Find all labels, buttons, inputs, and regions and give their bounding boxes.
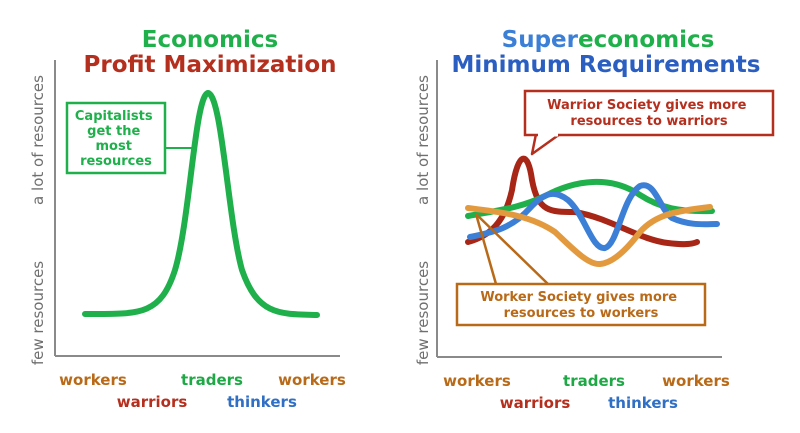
right-series-trader [465, 178, 715, 219]
left-x-tick-workers-1: workers [59, 371, 127, 389]
left-x-tick-thinkers: thinkers [227, 393, 297, 411]
left-annotation-text: Capitalists get the most resources [75, 109, 157, 169]
left-annotation-box [65, 101, 167, 175]
right-title-line1: Supereconomics [502, 27, 715, 53]
left-annotation-line4: resources [80, 154, 152, 169]
warrior-annotation-box [523, 89, 775, 137]
right-ylabel-top: a lot of resources [414, 75, 432, 205]
left-x-tick-warriors: warriors [117, 393, 188, 411]
warrior-annotation-pointer [530, 132, 562, 156]
right-title-super: Super [502, 27, 579, 53]
left-annotation-line2: get the [87, 124, 140, 139]
right-title-economics: economics [578, 27, 714, 53]
right-series-warrior [465, 155, 700, 248]
right-x-tick-traders: traders [563, 372, 625, 390]
warrior-annotation-text: Warrior Society gives more resources to … [547, 98, 751, 129]
left-title-line2: Profit Maximization [84, 52, 337, 78]
warrior-annotation-line1: Warrior Society gives more [547, 98, 746, 113]
right-title-line2: Minimum Requirements [452, 52, 761, 78]
worker-annotation-line2: resources to workers [504, 306, 659, 321]
left-series-line [82, 89, 320, 318]
right-x-tick-thinkers: thinkers [608, 394, 678, 412]
worker-annotation-box [455, 282, 707, 327]
right-series-thinker [467, 182, 720, 251]
right-x-tick-warriors: warriors [500, 394, 571, 412]
left-x-tick-traders: traders [181, 371, 243, 389]
right-ylabel-bottom: few resources [414, 261, 432, 365]
right-chart: Supereconomics Minimum Requirements a lo… [414, 27, 775, 412]
worker-annotation-line1: Worker Society gives more [480, 290, 677, 305]
left-ylabel-top: a lot of resources [29, 75, 47, 205]
right-x-tick-workers-2: workers [662, 372, 730, 390]
worker-annotation-pointer-left [474, 213, 498, 285]
left-annotation-line1: Capitalists [75, 109, 153, 124]
left-annotation-line3: most [96, 139, 132, 154]
right-series-worker [465, 204, 713, 267]
left-ylabel-bottom: few resources [29, 261, 47, 365]
worker-annotation-pointer-right [475, 213, 549, 285]
left-title-line1: Economics [142, 27, 279, 53]
left-x-tick-workers-2: workers [278, 371, 346, 389]
left-chart: Economics Profit Maximization a lot of r… [29, 27, 346, 411]
warrior-annotation-line2: resources to warriors [570, 114, 727, 129]
worker-annotation-text: Worker Society gives more resources to w… [480, 290, 681, 321]
right-x-tick-workers-1: workers [443, 372, 511, 390]
